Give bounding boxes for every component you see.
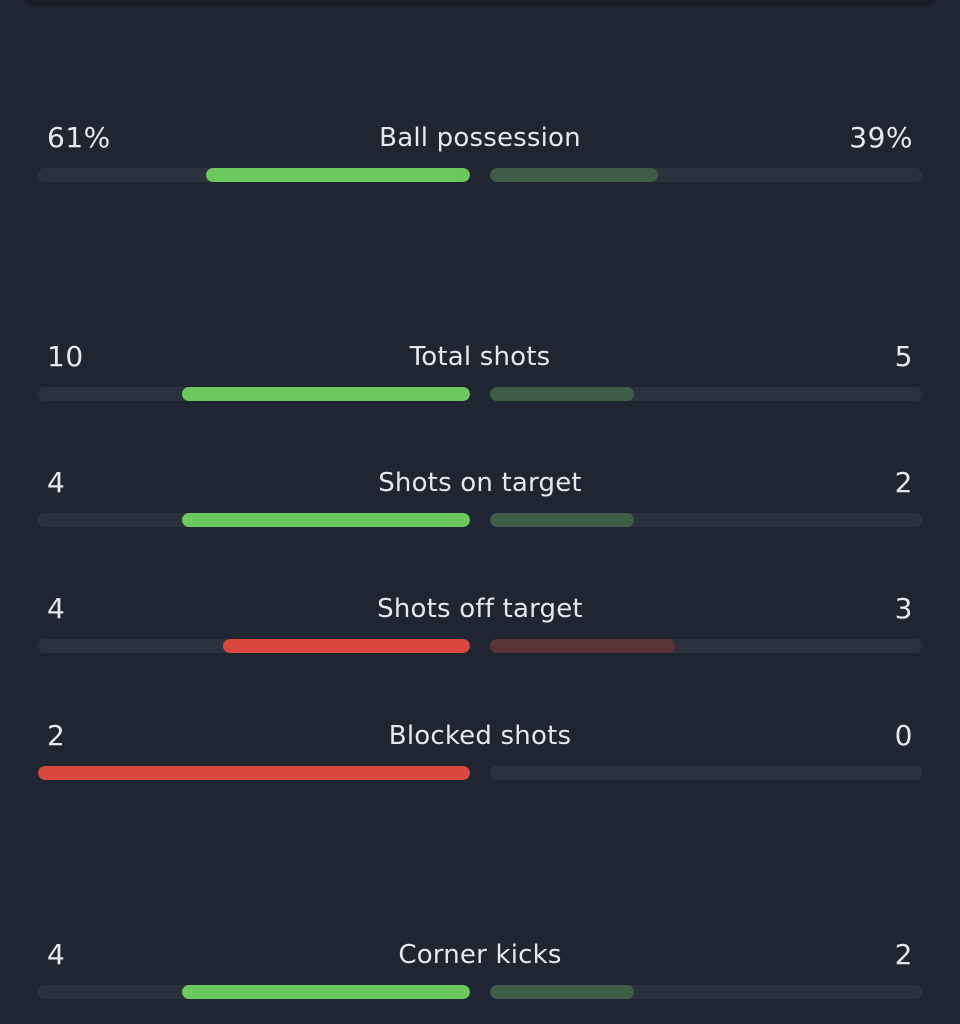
stat-label: Shots on target bbox=[378, 468, 582, 498]
home-bar-fill bbox=[38, 766, 470, 780]
home-value: 61% bbox=[47, 121, 111, 154]
previous-card-edge bbox=[22, 0, 938, 6]
away-value: 3 bbox=[894, 592, 913, 625]
away-bar-track bbox=[490, 766, 922, 780]
stat-row-total-shots: 10 Total shots 5 bbox=[38, 337, 922, 407]
home-bar-track bbox=[38, 639, 470, 653]
home-bar-fill bbox=[181, 513, 470, 527]
stat-label: Ball possession bbox=[379, 123, 581, 153]
home-value: 4 bbox=[47, 938, 66, 971]
away-bar-fill bbox=[490, 639, 676, 653]
stat-label: Corner kicks bbox=[398, 940, 562, 970]
away-value: 2 bbox=[894, 938, 913, 971]
home-bar-fill bbox=[181, 985, 470, 999]
stat-label: Total shots bbox=[409, 342, 551, 372]
home-bar-track bbox=[38, 168, 470, 182]
home-value: 2 bbox=[47, 719, 66, 752]
home-bar-track bbox=[38, 985, 470, 999]
away-bar-fill bbox=[490, 513, 634, 527]
home-bar-track bbox=[38, 387, 470, 401]
home-bar-fill bbox=[223, 639, 470, 653]
away-bar-track bbox=[490, 168, 922, 182]
home-value: 4 bbox=[47, 592, 66, 625]
stat-row-blocked-shots: 2 Blocked shots 0 bbox=[38, 716, 922, 786]
home-bar-fill bbox=[181, 387, 470, 401]
stat-label: Blocked shots bbox=[388, 721, 572, 751]
stat-row-shots-off-target: 4 Shots off target 3 bbox=[38, 589, 922, 659]
away-bar-track bbox=[490, 387, 922, 401]
away-bar-fill bbox=[490, 387, 634, 401]
away-bar-track bbox=[490, 985, 922, 999]
away-value: 2 bbox=[894, 466, 913, 499]
stat-label: Shots off target bbox=[377, 594, 583, 624]
home-bar-track bbox=[38, 513, 470, 527]
away-value: 0 bbox=[894, 719, 913, 752]
away-bar-fill bbox=[490, 168, 659, 182]
home-bar-track bbox=[38, 766, 470, 780]
stat-row-shots-on-target: 4 Shots on target 2 bbox=[38, 463, 922, 533]
home-bar-fill bbox=[206, 168, 470, 182]
away-value: 39% bbox=[849, 121, 913, 154]
home-value: 4 bbox=[47, 466, 66, 499]
away-bar-track bbox=[490, 513, 922, 527]
away-bar-track bbox=[490, 639, 922, 653]
home-value: 10 bbox=[47, 340, 84, 373]
stat-row-ball-possession: 61% Ball possession 39% bbox=[38, 118, 922, 188]
stat-row-corner-kicks: 4 Corner kicks 2 bbox=[38, 935, 922, 1005]
away-value: 5 bbox=[894, 340, 913, 373]
away-bar-fill bbox=[490, 985, 634, 999]
